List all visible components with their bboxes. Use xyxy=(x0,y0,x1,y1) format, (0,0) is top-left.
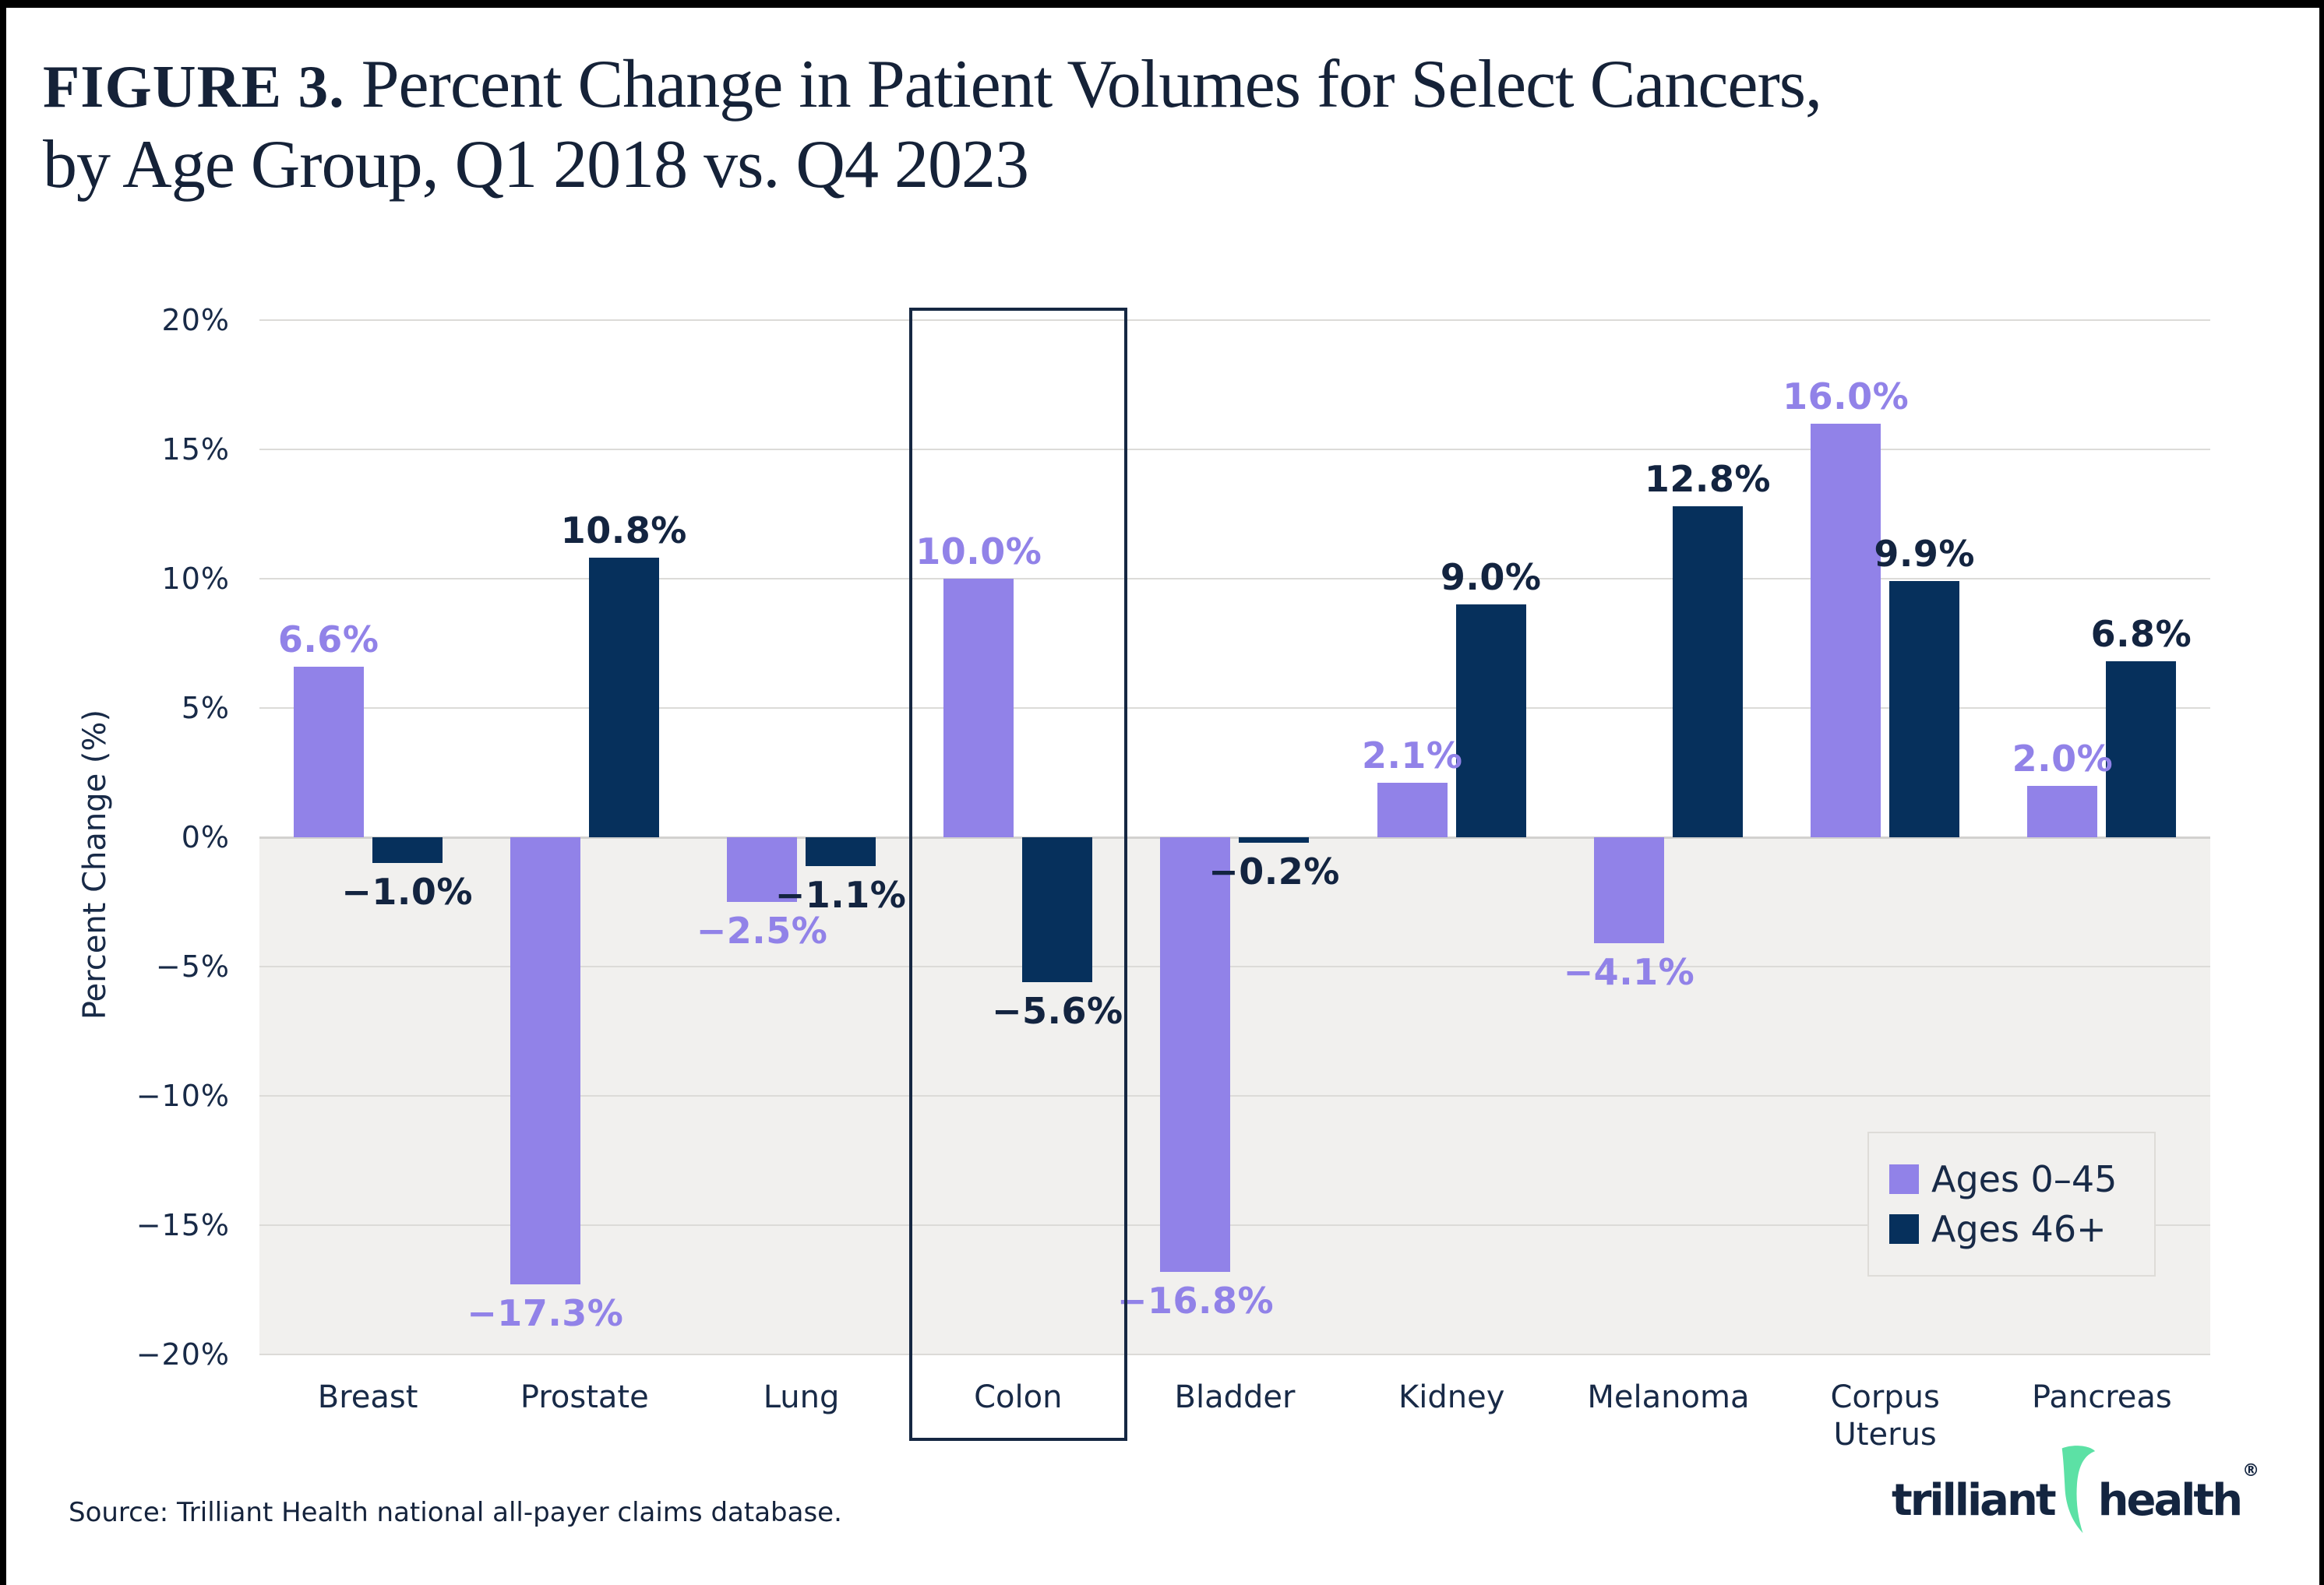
bar-lung-ages-46 xyxy=(806,837,876,866)
gridline xyxy=(259,707,2210,709)
gridline xyxy=(259,1354,2210,1355)
category-label-kidney: Kidney xyxy=(1398,1379,1505,1415)
bar-bladder-ages-0-45 xyxy=(1160,837,1231,1272)
gridline xyxy=(259,449,2210,450)
y-tick-label: −15% xyxy=(136,1208,230,1242)
value-label-prostate-ages-0-45: −17.3% xyxy=(467,1292,624,1334)
bar-kidney-ages-46 xyxy=(1455,604,1526,837)
legend-label-ages-46: Ages 46+ xyxy=(1931,1208,2107,1250)
frame-border-right xyxy=(2319,0,2324,1585)
logo-swoosh-icon xyxy=(2061,1446,2095,1534)
category-label-melanoma: Melanoma xyxy=(1587,1379,1750,1415)
registered-trademark-symbol: ® xyxy=(2242,1461,2260,1481)
value-label-lung-ages-0-45: −2.5% xyxy=(696,910,828,952)
legend-item-ages-0-45: Ages 0–45 xyxy=(1889,1158,2134,1200)
bar-group-corpus-uterus: 16.0% 9.9% xyxy=(1777,320,1994,1354)
source-note: Source: Trilliant Health national all-pa… xyxy=(69,1497,842,1528)
logo-word-trilliant: trilliant xyxy=(1892,1474,2057,1526)
plot-area: 6.6% −1.0% −17.3% 10.8% −2.5% −1.1% 10.0% −5.6%… xyxy=(259,308,2210,1441)
legend: Ages 0–45 Ages 46+ xyxy=(1867,1132,2156,1277)
frame-border-top xyxy=(0,0,2324,8)
figure-number-label: FIGURE 3. xyxy=(43,53,345,120)
y-tick-label: −20% xyxy=(136,1337,230,1372)
value-label-breast-ages-46: −1.0% xyxy=(341,871,473,913)
y-tick-label: 10% xyxy=(161,562,230,596)
bar-kidney-ages-0-45 xyxy=(1377,783,1448,837)
category-label-pancreas: Pancreas xyxy=(2032,1379,2172,1415)
gridline xyxy=(259,578,2210,579)
value-label-melanoma-ages-46: 12.8% xyxy=(1644,458,1771,500)
category-label-breast: Breast xyxy=(317,1379,418,1415)
bar-bladder-ages-46 xyxy=(1239,837,1310,843)
bar-group-colon: 10.0% −5.6% xyxy=(910,320,1127,1354)
highlight-box-colon xyxy=(908,308,1127,1441)
legend-swatch-ages-0-45 xyxy=(1889,1164,1919,1194)
bar-melanoma-ages-0-45 xyxy=(1593,837,1664,943)
value-label-bladder-ages-0-45: −16.8% xyxy=(1116,1280,1275,1322)
value-label-pancreas-ages-0-45: 2.0% xyxy=(2012,738,2114,780)
y-tick-label: 5% xyxy=(181,691,230,725)
y-tick-label: 0% xyxy=(181,820,230,854)
trilliant-health-logo: trilliant health ® xyxy=(1892,1446,2260,1536)
value-label-colon-ages-0-45: 10.0% xyxy=(915,530,1042,572)
category-labels-row: Breast Prostate Lung Colon Bladder Kidney Mela… xyxy=(259,1379,2210,1488)
bar-pancreas-ages-46 xyxy=(2106,661,2177,837)
gridline xyxy=(259,1095,2210,1097)
bar-colon-ages-46 xyxy=(1022,837,1093,982)
bar-group-melanoma: −4.1% 12.8% xyxy=(1560,320,1776,1354)
value-label-corpus-uterus-ages-0-45: 16.0% xyxy=(1783,375,1910,417)
bar-group-prostate: −17.3% 10.8% xyxy=(467,320,693,1354)
bar-prostate-ages-46 xyxy=(588,558,659,837)
category-label-corpus-uterus: Corpus Uterus xyxy=(1830,1379,1940,1453)
legend-item-ages-46: Ages 46+ xyxy=(1889,1208,2134,1250)
bar-lung-ages-0-45 xyxy=(727,837,798,902)
category-label-colon: Colon xyxy=(974,1379,1063,1415)
value-label-colon-ages-46: −5.6% xyxy=(991,990,1123,1032)
bar-corpus-uterus-ages-46 xyxy=(1889,581,1960,837)
bar-breast-ages-0-45 xyxy=(293,667,364,837)
value-label-breast-ages-0-45: 6.6% xyxy=(277,618,379,660)
gridline xyxy=(259,319,2210,321)
y-tick-label: 20% xyxy=(161,303,230,337)
bar-prostate-ages-0-45 xyxy=(510,837,580,1284)
bar-colon-ages-0-45 xyxy=(943,579,1014,837)
y-tick-label: −10% xyxy=(136,1079,230,1113)
y-axis-ticks: 20% 15% 10% 5% 0% −5% −10% −15% −20% xyxy=(0,303,230,1372)
y-tick-label: −5% xyxy=(155,949,230,984)
value-label-lung-ages-46: −1.1% xyxy=(774,874,907,916)
bar-breast-ages-46 xyxy=(372,837,443,863)
zero-gridline xyxy=(259,837,2210,839)
logo-word-health: health xyxy=(2097,1474,2243,1526)
value-label-corpus-uterus-ages-46: 9.9% xyxy=(1874,533,1975,575)
category-label-prostate: Prostate xyxy=(520,1379,649,1415)
category-label-bladder: Bladder xyxy=(1174,1379,1296,1415)
bar-melanoma-ages-46 xyxy=(1672,506,1743,837)
bar-corpus-uterus-ages-0-45 xyxy=(1811,424,1881,837)
bar-group-breast: 6.6% −1.0% xyxy=(259,320,476,1354)
bar-group-kidney: 2.1% 9.0% xyxy=(1343,320,1560,1354)
bar-pancreas-ages-0-45 xyxy=(2027,786,2098,837)
y-tick-label: 15% xyxy=(161,432,230,467)
legend-swatch-ages-46 xyxy=(1889,1214,1919,1244)
bar-group-bladder: −16.8% −0.2% xyxy=(1117,320,1343,1354)
gridline xyxy=(259,966,2210,967)
value-label-pancreas-ages-46: 6.8% xyxy=(2090,613,2192,655)
figure-title-line2: by Age Group, Q1 2018 vs. Q4 2023 xyxy=(43,126,1029,203)
value-label-kidney-ages-46: 9.0% xyxy=(1440,556,1542,598)
legend-label-ages-0-45: Ages 0–45 xyxy=(1931,1158,2118,1200)
value-label-prostate-ages-46: 10.8% xyxy=(560,509,687,551)
gridline xyxy=(259,1224,2210,1226)
figure-title-line1: Percent Change in Patient Volumes for Se… xyxy=(361,47,1822,122)
value-label-bladder-ages-46: −0.2% xyxy=(1208,851,1340,893)
value-label-kidney-ages-0-45: 2.1% xyxy=(1361,734,1463,777)
value-label-melanoma-ages-0-45: −4.1% xyxy=(1563,951,1695,993)
frame-border-left xyxy=(0,0,6,1585)
figure-title: FIGURE 3. Percent Change in Patient Volu… xyxy=(43,45,2178,206)
bar-group-pancreas: 2.0% 6.8% xyxy=(1994,320,2210,1354)
bar-group-lung: −2.5% −1.1% xyxy=(693,320,909,1354)
category-label-lung: Lung xyxy=(763,1379,840,1415)
